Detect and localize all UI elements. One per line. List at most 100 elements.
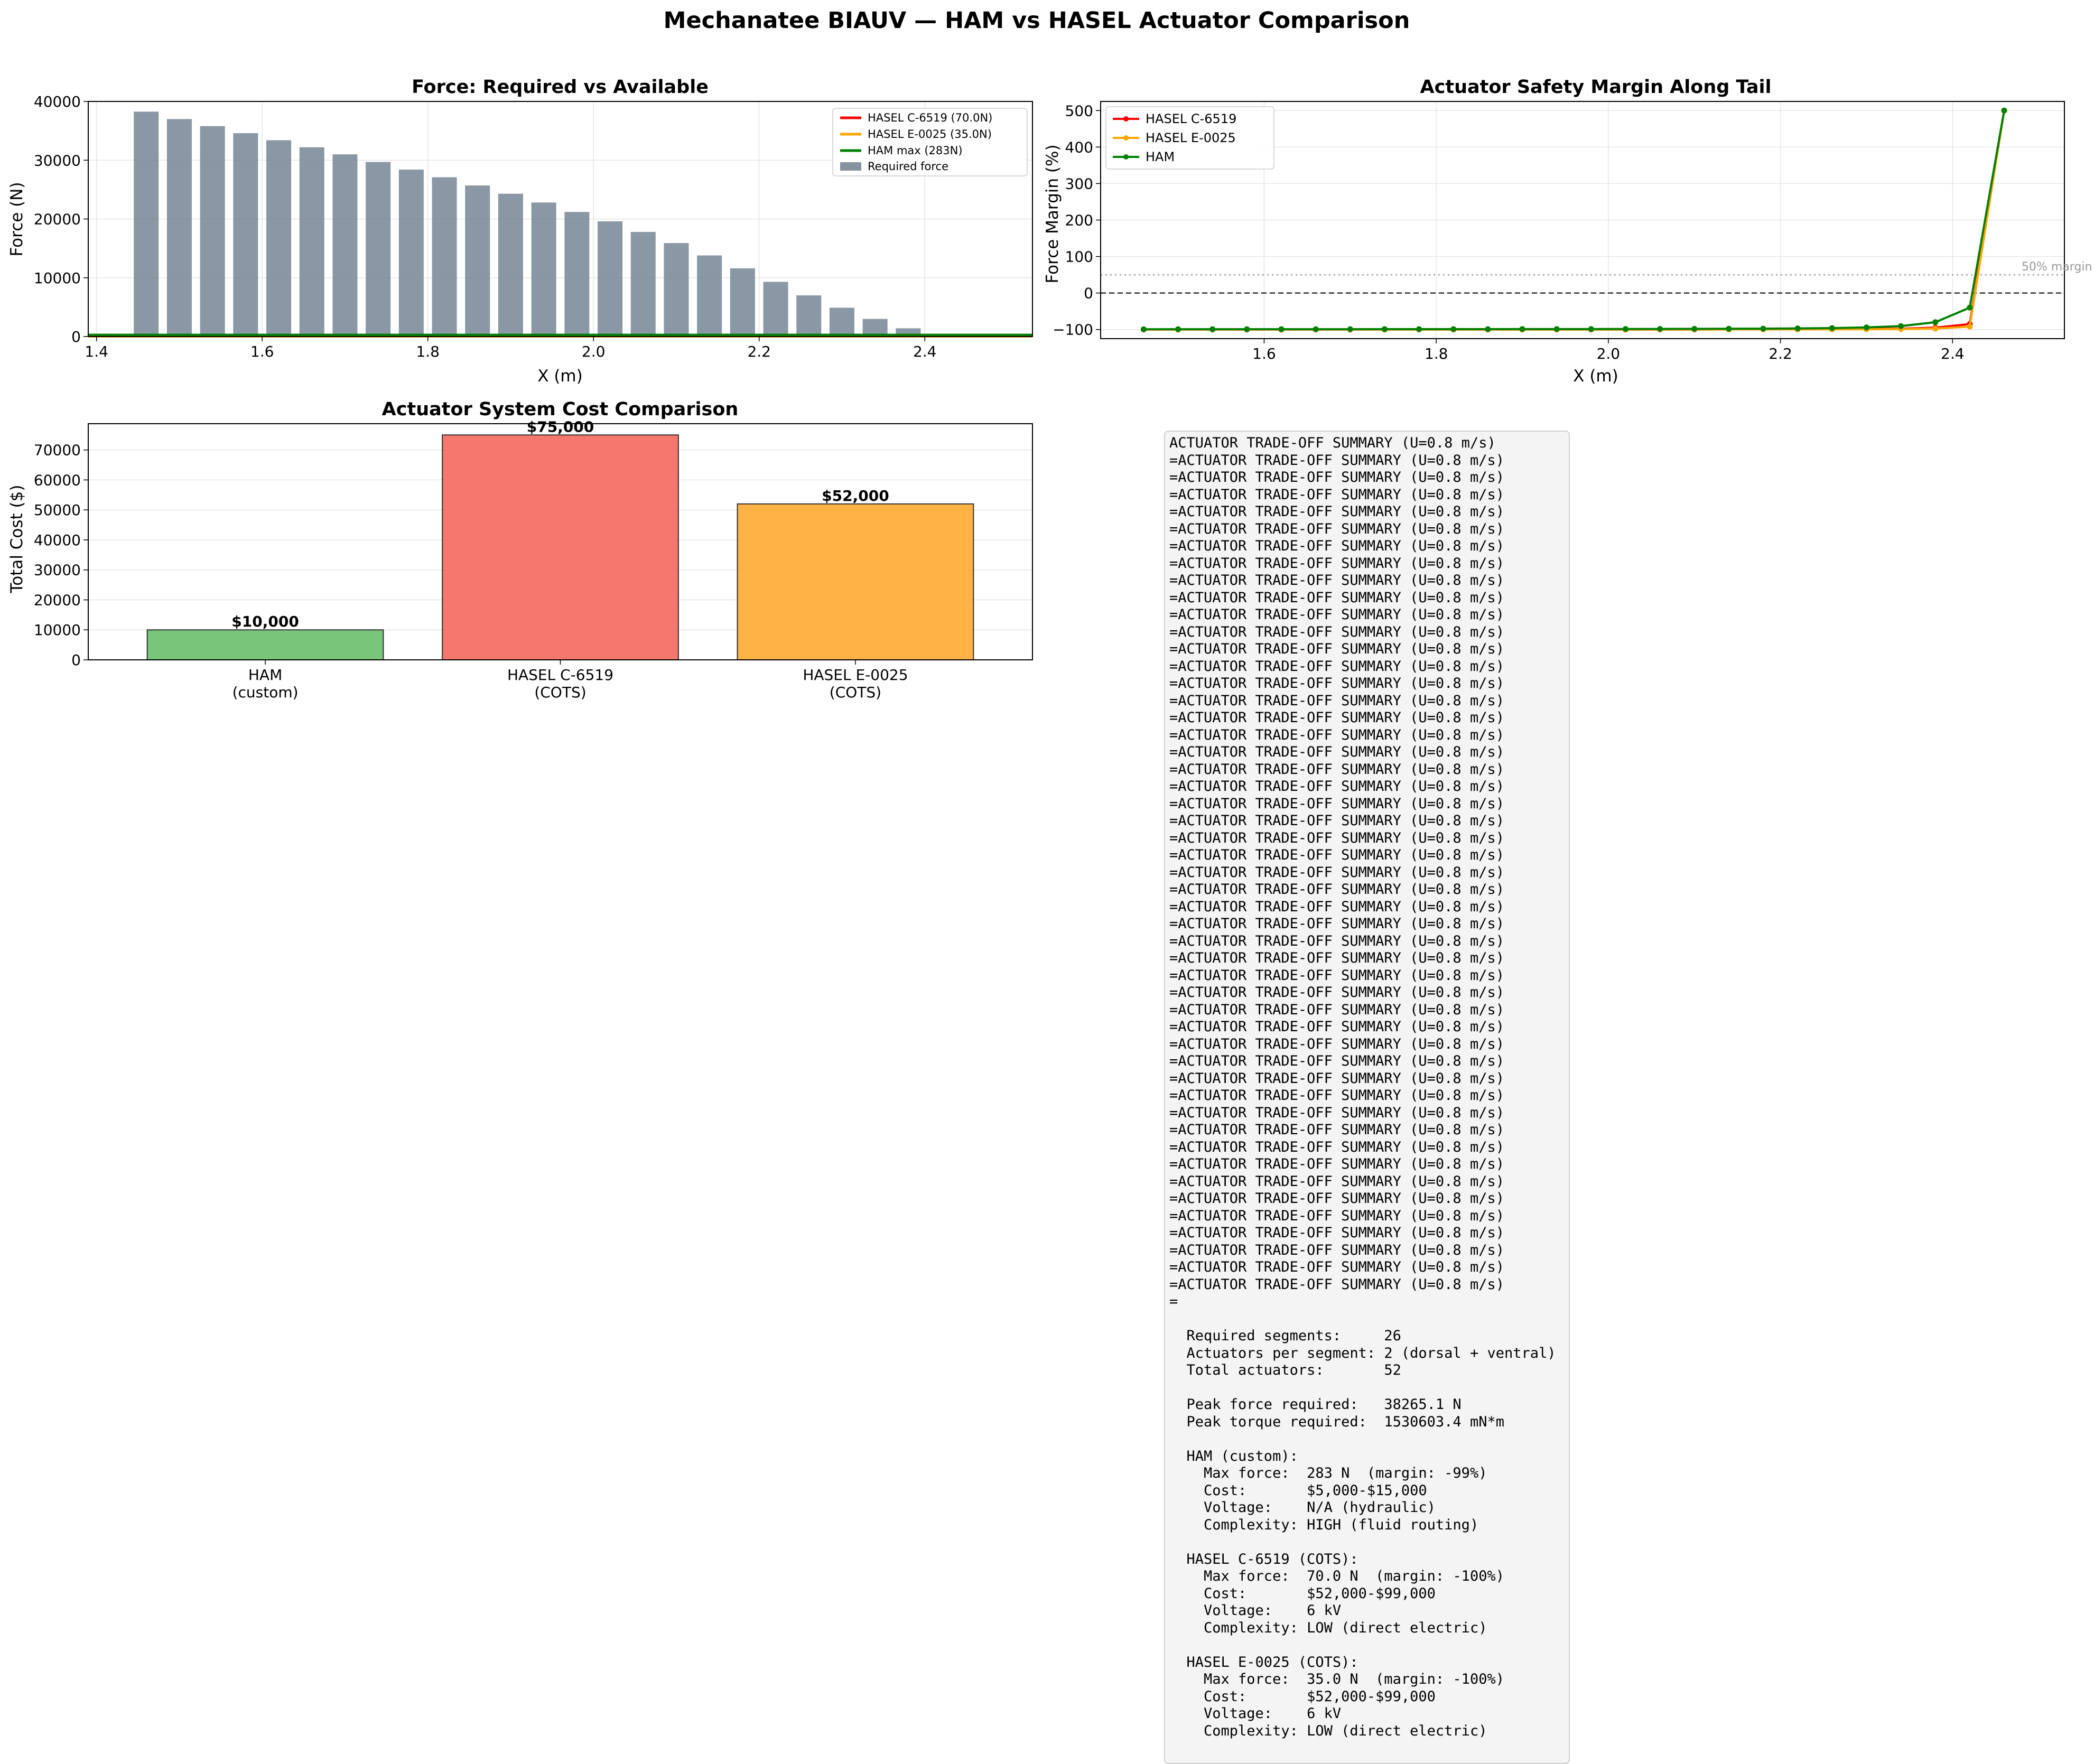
required-force-bar [664, 243, 688, 337]
required-force-bar [200, 126, 225, 337]
legend-marker-c6519 [1123, 116, 1129, 122]
force-y-tick-label: 0 [71, 328, 81, 346]
margin-50-annotation: 50% margin [2022, 260, 2092, 274]
required-force-bar [564, 212, 589, 337]
cost-bar-label: $75,000 [527, 418, 594, 435]
required-force-bar [532, 202, 556, 337]
cost-bar [442, 435, 678, 660]
required-force-bar [300, 147, 324, 337]
cost-x-tick-label: HAM [248, 666, 282, 684]
margin-point-ham [1829, 325, 1835, 331]
force-panel-title: Force: Required vs Available [412, 77, 709, 98]
summary-text: ACTUATOR TRADE-OFF SUMMARY (U=0.8 m/s) =… [1169, 435, 1569, 1740]
margin-x-tick-label: 2.4 [1941, 345, 1965, 362]
margin-point-ham [1657, 326, 1663, 332]
margin-point-ham [1864, 324, 1869, 330]
cost-y-tick-label: 70000 [34, 442, 81, 459]
required-force-bar [167, 119, 192, 337]
required-force-bar [332, 154, 357, 337]
margin-y-tick-label: 100 [1065, 248, 1093, 266]
cost-bar [738, 504, 974, 660]
margin-point-ham [1279, 326, 1285, 332]
required-force-bar [697, 255, 722, 337]
required-force-bar [830, 307, 854, 337]
force-legend-required: Required force [868, 160, 948, 173]
margin-y-tick-label: 400 [1065, 138, 1093, 156]
margin-x-axis-label: X (m) [1573, 367, 1618, 386]
force-x-tick-label: 2.4 [913, 343, 937, 360]
margin-legend: HASEL C-6519 HASEL E-0025 HAM [1106, 107, 1274, 169]
cost-bar-label: $10,000 [231, 613, 299, 630]
margin-x-tick-label: 2.2 [1769, 345, 1792, 362]
cost-x-tick-label: HASEL E-0025 [803, 666, 908, 684]
margin-point-ham [1209, 326, 1215, 332]
margin-point-ham [1932, 319, 1938, 325]
force-legend-ham: HAM max (283N) [868, 144, 963, 157]
margin-x-tick-label: 2.0 [1597, 345, 1621, 362]
margin-point-ham [1141, 326, 1147, 332]
force-x-tick-label: 2.2 [747, 343, 771, 360]
cost-y-tick-label: 60000 [34, 471, 81, 489]
force-x-tick-label: 1.6 [250, 343, 274, 360]
margin-point-ham [1313, 326, 1319, 332]
required-force-bar [598, 221, 622, 337]
cost-y-tick-label: 10000 [34, 621, 81, 639]
legend-marker-ham [1123, 154, 1129, 160]
margin-point-ham [1898, 323, 1904, 329]
margin-legend-e0025: HASEL E-0025 [1146, 130, 1236, 145]
force-x-tick-label: 1.8 [416, 343, 440, 360]
margin-point-ham [1726, 326, 1732, 332]
cost-y-axis-label: Total Cost ($) [7, 485, 26, 594]
margin-point-ham [1175, 326, 1181, 332]
margin-point-ham [1244, 326, 1250, 332]
margin-panel: Actuator Safety Margin Along Tail X (m) … [1043, 77, 2092, 386]
summary-box: ACTUATOR TRADE-OFF SUMMARY (U=0.8 m/s) =… [1164, 431, 1570, 1764]
cost-x-tick-label: (custom) [232, 684, 299, 701]
force-x-axis-label: X (m) [537, 367, 582, 386]
figure-suptitle: Mechanatee BIAUV — HAM vs HASEL Actuator… [664, 7, 1410, 34]
margin-y-tick-label: 200 [1065, 212, 1093, 229]
required-force-bar [233, 133, 258, 337]
margin-point-ham [1761, 326, 1766, 332]
margin-point-ham [1554, 326, 1560, 332]
required-force-bar [764, 282, 788, 337]
margin-point-ham [1795, 325, 1801, 331]
force-y-axis-label: Force (N) [7, 182, 26, 256]
margin-y-tick-label: 0 [1084, 285, 1093, 302]
cost-bar-label: $52,000 [822, 487, 889, 505]
margin-point-ham [1347, 326, 1353, 332]
margin-legend-c6519: HASEL C-6519 [1146, 111, 1236, 126]
margin-y-axis-label: Force Margin (%) [1043, 144, 1062, 283]
margin-y-tick-label: 300 [1065, 175, 1093, 192]
legend-marker-e0025 [1123, 135, 1129, 141]
margin-point-ham [2002, 108, 2007, 114]
force-y-tick-label: 40000 [34, 93, 81, 110]
margin-point-ham [1382, 326, 1388, 332]
cost-panel-title: Actuator System Cost Comparison [382, 399, 739, 420]
cost-panel: Actuator System Cost Comparison Total Co… [7, 399, 1032, 701]
force-y-tick-label: 30000 [34, 152, 81, 169]
margin-point-ham [1967, 305, 1972, 311]
required-force-bar [432, 178, 457, 337]
required-force-bar [465, 185, 490, 337]
cost-y-tick-label: 40000 [34, 531, 81, 549]
cost-y-tick-label: 0 [71, 651, 81, 669]
margin-point-ham [1623, 326, 1628, 332]
force-legend-e0025: HASEL E-0025 (35.0N) [868, 128, 992, 141]
legend-swatch-required [840, 162, 861, 171]
cost-bar [147, 630, 384, 660]
margin-point-ham [1691, 326, 1697, 332]
margin-point-e0025 [1967, 324, 1972, 330]
force-panel: Force: Required vs Available X (m) Force… [7, 77, 1032, 386]
force-x-tick-label: 1.4 [85, 343, 108, 360]
force-y-tick-label: 20000 [34, 211, 81, 228]
margin-x-tick-label: 1.6 [1252, 345, 1276, 362]
margin-point-e0025 [1932, 326, 1938, 332]
margin-legend-ham: HAM [1146, 150, 1175, 164]
required-force-bar [730, 268, 755, 337]
margin-point-ham [1416, 326, 1422, 332]
required-force-bar [399, 170, 424, 337]
margin-point-ham [1588, 326, 1594, 332]
required-force-bar [498, 194, 523, 337]
